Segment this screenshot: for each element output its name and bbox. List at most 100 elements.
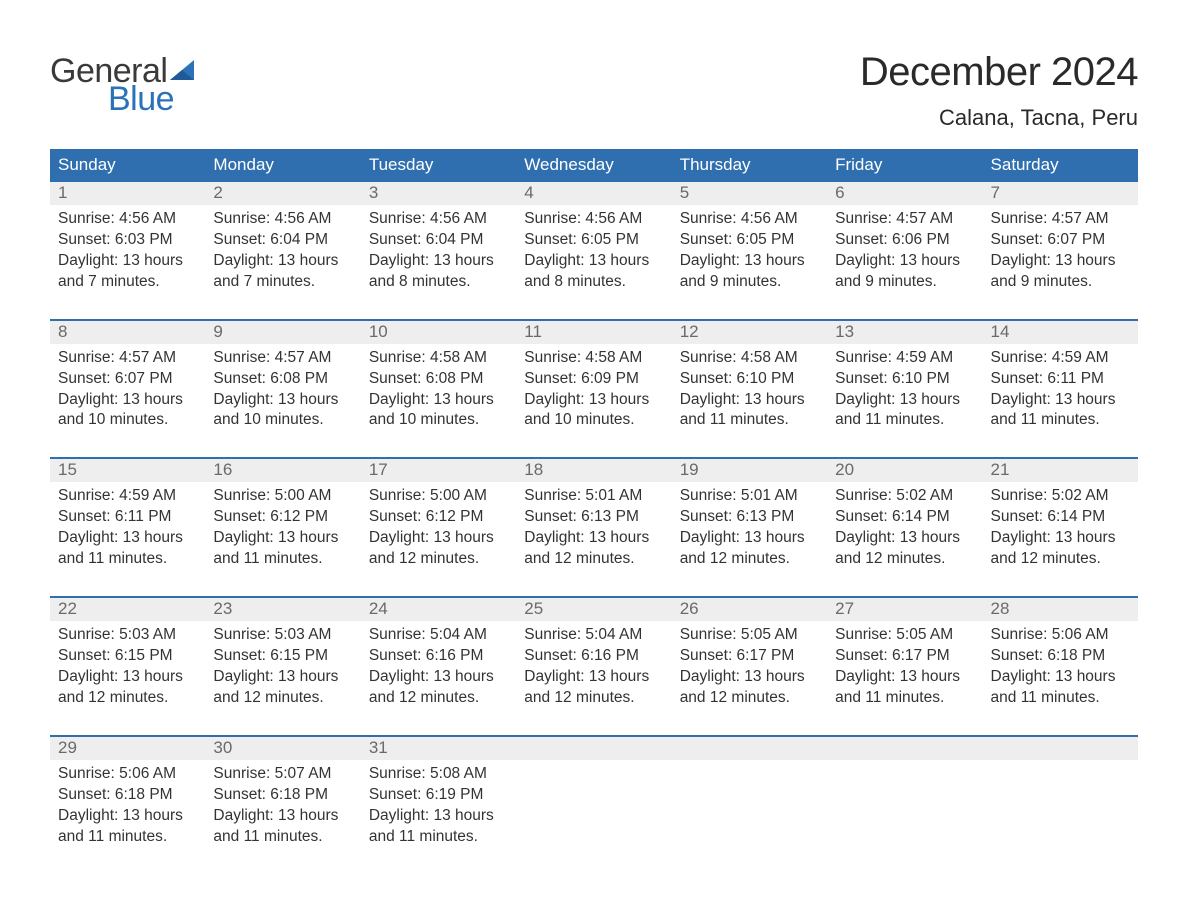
sunrise-text: Sunrise: 4:59 AM	[835, 348, 974, 369]
day-number-cell: 17	[361, 459, 516, 482]
daylight-text-2: and 12 minutes.	[58, 688, 197, 709]
day-info-cell: Sunrise: 4:58 AMSunset: 6:09 PMDaylight:…	[516, 344, 671, 459]
day-number-cell: 4	[516, 182, 671, 205]
daylight-text-1: Daylight: 13 hours	[835, 251, 974, 272]
day-number-cell: 25	[516, 598, 671, 621]
sunrise-text: Sunrise: 5:04 AM	[524, 625, 663, 646]
daylight-text-2: and 11 minutes.	[213, 549, 352, 570]
day-number-cell: 3	[361, 182, 516, 205]
daylight-text-2: and 10 minutes.	[58, 410, 197, 431]
sunrise-text: Sunrise: 5:03 AM	[213, 625, 352, 646]
sunset-text: Sunset: 6:09 PM	[524, 369, 663, 390]
daylight-text-1: Daylight: 13 hours	[58, 528, 197, 549]
location-subtitle: Calana, Tacna, Peru	[860, 105, 1138, 131]
sunset-text: Sunset: 6:15 PM	[213, 646, 352, 667]
day-info-cell: Sunrise: 5:06 AMSunset: 6:18 PMDaylight:…	[983, 621, 1138, 736]
day-number-cell: 12	[672, 321, 827, 344]
sunrise-text: Sunrise: 4:56 AM	[58, 209, 197, 230]
daylight-text-2: and 11 minutes.	[835, 688, 974, 709]
day-number-cell: 23	[205, 598, 360, 621]
daylight-text-2: and 11 minutes.	[58, 549, 197, 570]
sunrise-text: Sunrise: 5:02 AM	[991, 486, 1130, 507]
day-number-cell	[672, 737, 827, 760]
day-number-cell: 29	[50, 737, 205, 760]
daylight-text-2: and 11 minutes.	[835, 410, 974, 431]
daylight-text-1: Daylight: 13 hours	[369, 806, 508, 827]
day-number-cell: 8	[50, 321, 205, 344]
calendar-table: Sunday Monday Tuesday Wednesday Thursday…	[50, 149, 1138, 855]
day-info-cell: Sunrise: 4:57 AMSunset: 6:07 PMDaylight:…	[50, 344, 205, 459]
day-header: Thursday	[672, 149, 827, 182]
day-number-cell: 10	[361, 321, 516, 344]
sunrise-text: Sunrise: 4:58 AM	[524, 348, 663, 369]
day-number-cell: 22	[50, 598, 205, 621]
sunrise-text: Sunrise: 4:58 AM	[369, 348, 508, 369]
day-header: Tuesday	[361, 149, 516, 182]
sunrise-text: Sunrise: 4:57 AM	[835, 209, 974, 230]
sunset-text: Sunset: 6:08 PM	[369, 369, 508, 390]
day-number-row: 22232425262728	[50, 598, 1138, 621]
day-number-cell: 2	[205, 182, 360, 205]
day-number-cell: 9	[205, 321, 360, 344]
sunset-text: Sunset: 6:18 PM	[58, 785, 197, 806]
sunset-text: Sunset: 6:19 PM	[369, 785, 508, 806]
daylight-text-2: and 10 minutes.	[369, 410, 508, 431]
daylight-text-1: Daylight: 13 hours	[524, 528, 663, 549]
title-group: December 2024 Calana, Tacna, Peru	[860, 50, 1138, 131]
day-info-cell: Sunrise: 5:05 AMSunset: 6:17 PMDaylight:…	[827, 621, 982, 736]
sunrise-text: Sunrise: 4:57 AM	[991, 209, 1130, 230]
day-number-cell: 11	[516, 321, 671, 344]
day-info-cell: Sunrise: 4:56 AMSunset: 6:04 PMDaylight:…	[205, 205, 360, 320]
day-number-cell: 30	[205, 737, 360, 760]
sunset-text: Sunset: 6:17 PM	[835, 646, 974, 667]
sunset-text: Sunset: 6:07 PM	[58, 369, 197, 390]
daylight-text-1: Daylight: 13 hours	[524, 390, 663, 411]
day-info-cell: Sunrise: 5:00 AMSunset: 6:12 PMDaylight:…	[205, 482, 360, 597]
day-info-cell	[672, 760, 827, 856]
day-number-cell: 19	[672, 459, 827, 482]
day-number-cell: 31	[361, 737, 516, 760]
daylight-text-1: Daylight: 13 hours	[213, 251, 352, 272]
sunrise-text: Sunrise: 5:02 AM	[835, 486, 974, 507]
day-info-cell: Sunrise: 4:58 AMSunset: 6:10 PMDaylight:…	[672, 344, 827, 459]
sunrise-text: Sunrise: 5:05 AM	[680, 625, 819, 646]
day-number-cell: 21	[983, 459, 1138, 482]
page-header: General Blue December 2024 Calana, Tacna…	[50, 50, 1138, 131]
sunrise-text: Sunrise: 5:00 AM	[213, 486, 352, 507]
day-info-cell: Sunrise: 5:05 AMSunset: 6:17 PMDaylight:…	[672, 621, 827, 736]
day-info-row: Sunrise: 5:03 AMSunset: 6:15 PM Daylight:…	[50, 621, 1138, 736]
day-number-cell: 13	[827, 321, 982, 344]
daylight-text-1: Daylight: 13 hours	[213, 528, 352, 549]
daylight-text-2: and 9 minutes.	[991, 272, 1130, 293]
daylight-text-2: and 11 minutes.	[369, 827, 508, 848]
day-info-cell: Sunrise: 5:01 AMSunset: 6:13 PMDaylight:…	[672, 482, 827, 597]
daylight-text-1: Daylight: 13 hours	[835, 390, 974, 411]
sunrise-text: Sunrise: 4:56 AM	[213, 209, 352, 230]
daylight-text-2: and 9 minutes.	[835, 272, 974, 293]
day-number-cell: 27	[827, 598, 982, 621]
sunset-text: Sunset: 6:14 PM	[991, 507, 1130, 528]
day-info-cell: Sunrise: 4:56 AMSunset: 6:05 PMDaylight:…	[672, 205, 827, 320]
daylight-text-1: Daylight: 13 hours	[991, 667, 1130, 688]
month-title: December 2024	[860, 50, 1138, 95]
day-info-row: Sunrise: 4:56 AMSunset: 6:03 PMDaylight:…	[50, 205, 1138, 320]
daylight-text-1: Daylight: 13 hours	[369, 667, 508, 688]
daylight-text-1: Daylight: 13 hours	[213, 390, 352, 411]
sunrise-text: Sunrise: 5:06 AM	[991, 625, 1130, 646]
day-info-cell: Sunrise: 5:08 AMSunset: 6:19 PMDaylight:…	[361, 760, 516, 856]
sunset-text: Sunset: 6:08 PM	[213, 369, 352, 390]
daylight-text-2: and 9 minutes.	[680, 272, 819, 293]
daylight-text-1: Daylight: 13 hours	[58, 390, 197, 411]
day-number-cell	[827, 737, 982, 760]
day-number-cell: 20	[827, 459, 982, 482]
sunset-text: Sunset: 6:04 PM	[369, 230, 508, 251]
sunset-text: Sunset: 6:13 PM	[680, 507, 819, 528]
sunset-text: Sunset: 6:12 PM	[213, 507, 352, 528]
day-header: Friday	[827, 149, 982, 182]
day-info-cell: Sunrise: 5:00 AMSunset: 6:12 PMDaylight:…	[361, 482, 516, 597]
day-info-cell: Sunrise: 4:56 AMSunset: 6:03 PMDaylight:…	[50, 205, 205, 320]
day-number-cell: 28	[983, 598, 1138, 621]
day-info-row: Sunrise: 5:06 AMSunset: 6:18 PMDaylight:…	[50, 760, 1138, 856]
daylight-text-2: and 12 minutes.	[680, 549, 819, 570]
day-info-cell: Sunrise: 4:56 AMSunset: 6:05 PMDaylight:…	[516, 205, 671, 320]
